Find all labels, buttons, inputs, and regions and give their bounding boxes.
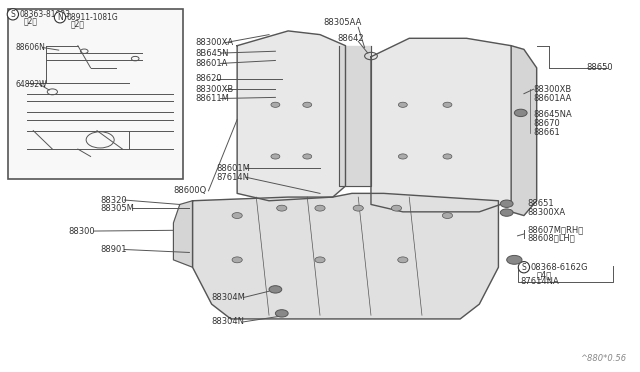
Text: 88320: 88320 bbox=[100, 196, 127, 205]
Circle shape bbox=[269, 286, 282, 293]
Text: S: S bbox=[10, 10, 15, 19]
Text: （2）: （2） bbox=[24, 16, 38, 25]
Circle shape bbox=[515, 109, 527, 116]
Text: 88670: 88670 bbox=[534, 119, 560, 128]
Text: 88601A: 88601A bbox=[196, 59, 228, 68]
Text: 88607M（RH）: 88607M（RH） bbox=[527, 225, 583, 234]
Circle shape bbox=[271, 102, 280, 108]
Text: 88305M: 88305M bbox=[100, 203, 134, 213]
Circle shape bbox=[315, 257, 325, 263]
Circle shape bbox=[303, 154, 312, 159]
Polygon shape bbox=[237, 31, 346, 201]
Bar bbox=[8, 9, 183, 179]
Text: 88300: 88300 bbox=[68, 227, 95, 235]
Text: 88645NA: 88645NA bbox=[534, 109, 572, 119]
Text: （2）: （2） bbox=[70, 19, 84, 28]
Text: 64892W: 64892W bbox=[15, 80, 47, 89]
Circle shape bbox=[443, 102, 452, 108]
Circle shape bbox=[507, 256, 522, 264]
Circle shape bbox=[232, 212, 243, 218]
Text: 08911-1081G: 08911-1081G bbox=[67, 13, 118, 22]
Circle shape bbox=[315, 205, 325, 211]
Text: 88608（LH）: 88608（LH） bbox=[527, 233, 575, 242]
Text: 88642: 88642 bbox=[337, 34, 364, 43]
Text: 88300XB: 88300XB bbox=[196, 85, 234, 94]
Circle shape bbox=[443, 154, 452, 159]
Text: 88300XB: 88300XB bbox=[534, 85, 572, 94]
Polygon shape bbox=[511, 46, 537, 215]
Text: 08363-81623: 08363-81623 bbox=[19, 10, 70, 19]
Text: 88601M: 88601M bbox=[217, 164, 251, 173]
Circle shape bbox=[500, 209, 513, 216]
Circle shape bbox=[232, 257, 243, 263]
Text: 88305AA: 88305AA bbox=[323, 18, 362, 27]
Circle shape bbox=[275, 310, 288, 317]
Text: 88304M: 88304M bbox=[212, 293, 246, 302]
Text: 88611M: 88611M bbox=[196, 94, 230, 103]
Text: 88300XA: 88300XA bbox=[196, 38, 234, 47]
Text: 8B645N: 8B645N bbox=[196, 49, 229, 58]
Text: 88300XA: 88300XA bbox=[527, 208, 565, 217]
Polygon shape bbox=[193, 193, 499, 319]
Text: 08368-6162G: 08368-6162G bbox=[531, 263, 588, 272]
Circle shape bbox=[353, 205, 364, 211]
Circle shape bbox=[271, 154, 280, 159]
Circle shape bbox=[442, 212, 452, 218]
Text: 88650: 88650 bbox=[586, 63, 613, 72]
Text: （4）: （4） bbox=[537, 270, 552, 279]
Text: 87614NA: 87614NA bbox=[521, 278, 559, 286]
Circle shape bbox=[398, 154, 407, 159]
Circle shape bbox=[303, 102, 312, 108]
Circle shape bbox=[398, 102, 407, 108]
Polygon shape bbox=[371, 38, 511, 212]
Text: 88661: 88661 bbox=[534, 128, 560, 137]
Polygon shape bbox=[339, 46, 371, 186]
Circle shape bbox=[276, 205, 287, 211]
Text: N: N bbox=[57, 13, 63, 22]
Circle shape bbox=[500, 200, 513, 208]
Text: 88600Q: 88600Q bbox=[173, 186, 207, 195]
Text: 87614N: 87614N bbox=[217, 173, 250, 182]
Circle shape bbox=[392, 205, 401, 211]
Text: 88601AA: 88601AA bbox=[534, 94, 572, 103]
Text: S: S bbox=[522, 263, 526, 272]
Text: ^880*0.56: ^880*0.56 bbox=[580, 354, 626, 363]
Text: 88606N: 88606N bbox=[15, 43, 45, 52]
Polygon shape bbox=[173, 201, 193, 267]
Circle shape bbox=[397, 257, 408, 263]
Text: 88620: 88620 bbox=[196, 74, 222, 83]
Text: 88651: 88651 bbox=[527, 199, 554, 208]
Text: 88901: 88901 bbox=[100, 245, 127, 254]
Text: 88304N: 88304N bbox=[212, 317, 244, 326]
